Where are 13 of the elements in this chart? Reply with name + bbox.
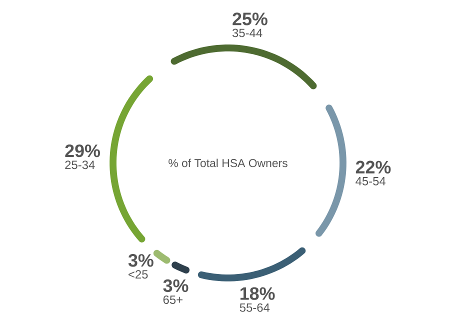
slice-label: 65+	[163, 295, 182, 304]
slice-label: 25-34	[65, 160, 95, 170]
data-label: 3%	[128, 254, 154, 267]
data-label: 18%	[240, 287, 275, 300]
slice-label: 45-54	[356, 177, 386, 186]
data-label: 25%	[232, 12, 268, 26]
slice-label: 55-64	[240, 303, 270, 312]
slice-label: <25	[128, 270, 148, 279]
slice-label: 35-44	[232, 28, 262, 38]
data-label: 22%	[356, 160, 391, 174]
data-label: 3%	[163, 279, 188, 292]
text: % of Total HSA Owners	[168, 158, 288, 168]
data-label: 29%	[65, 144, 100, 158]
